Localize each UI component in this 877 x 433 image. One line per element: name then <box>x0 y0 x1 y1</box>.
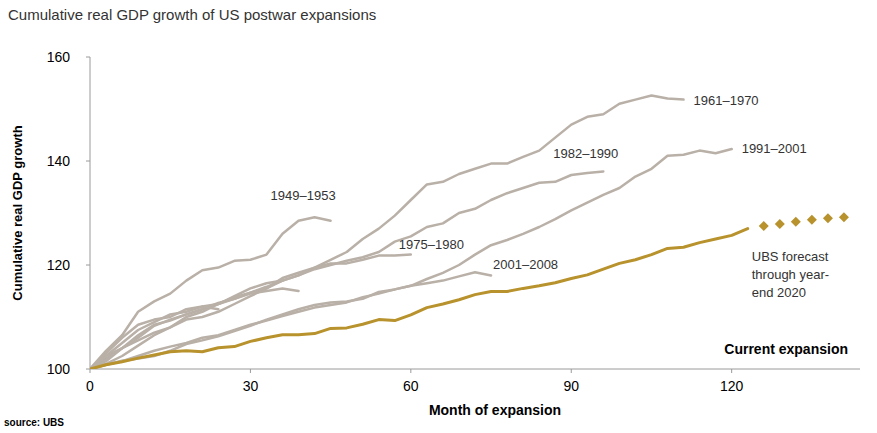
series-line <box>90 229 748 369</box>
x-tick <box>90 369 91 373</box>
y-tick <box>86 265 90 266</box>
title: Cumulative real GDP growth of US postwar… <box>8 6 376 23</box>
series-label: 1982–1990 <box>553 146 618 161</box>
series-line <box>90 255 411 369</box>
x-tick-label: 90 <box>563 378 579 394</box>
x-tick-label: 60 <box>403 378 419 394</box>
x-axis <box>90 369 860 370</box>
label-line: through year- <box>752 267 829 282</box>
x-axis-title: Month of expansion <box>429 402 561 418</box>
x-tick <box>410 369 411 373</box>
forecast-marker <box>807 215 817 225</box>
chart-canvas: Cumulative real GDP growth of US postwar… <box>0 0 877 433</box>
series-label: Current expansion <box>724 341 848 357</box>
series-line <box>90 281 283 369</box>
series-line <box>90 171 603 369</box>
forecast-marker <box>839 212 849 222</box>
series-label: 2001–2008 <box>493 257 558 272</box>
x-tick <box>571 369 572 373</box>
forecast-marker <box>759 221 769 231</box>
y-tick <box>86 57 90 58</box>
forecast-marker <box>823 213 833 223</box>
x-tick-label: 120 <box>720 378 744 394</box>
y-tick <box>86 369 90 370</box>
x-tick-label: 0 <box>86 378 94 394</box>
x-tick <box>250 369 251 373</box>
plot-area <box>90 96 849 370</box>
series-label: 1961–1970 <box>694 93 759 108</box>
y-axis-title: Cumulative real GDP growth <box>10 125 25 300</box>
series-label: 1975–1980 <box>399 237 464 252</box>
y-tick-label: 160 <box>47 49 71 65</box>
series-line <box>90 307 218 369</box>
forecast-marker <box>775 219 785 229</box>
series-label: 1949–1953 <box>271 188 336 203</box>
x-tick-label: 30 <box>243 378 259 394</box>
series-line <box>90 96 684 370</box>
label-line: end 2020 <box>752 285 806 300</box>
series-label: UBS forecast through year-end 2020 <box>752 249 829 300</box>
source: source: UBS <box>4 417 64 428</box>
y-tick-label: 120 <box>47 257 71 273</box>
y-tick-label: 140 <box>47 153 71 169</box>
y-tick <box>86 161 90 162</box>
label-line: UBS forecast <box>752 249 829 264</box>
y-tick-label: 100 <box>47 361 71 377</box>
y-axis <box>90 57 91 369</box>
series-label: 1991–2001 <box>742 141 807 156</box>
forecast-marker <box>791 217 801 227</box>
x-tick <box>731 369 732 373</box>
